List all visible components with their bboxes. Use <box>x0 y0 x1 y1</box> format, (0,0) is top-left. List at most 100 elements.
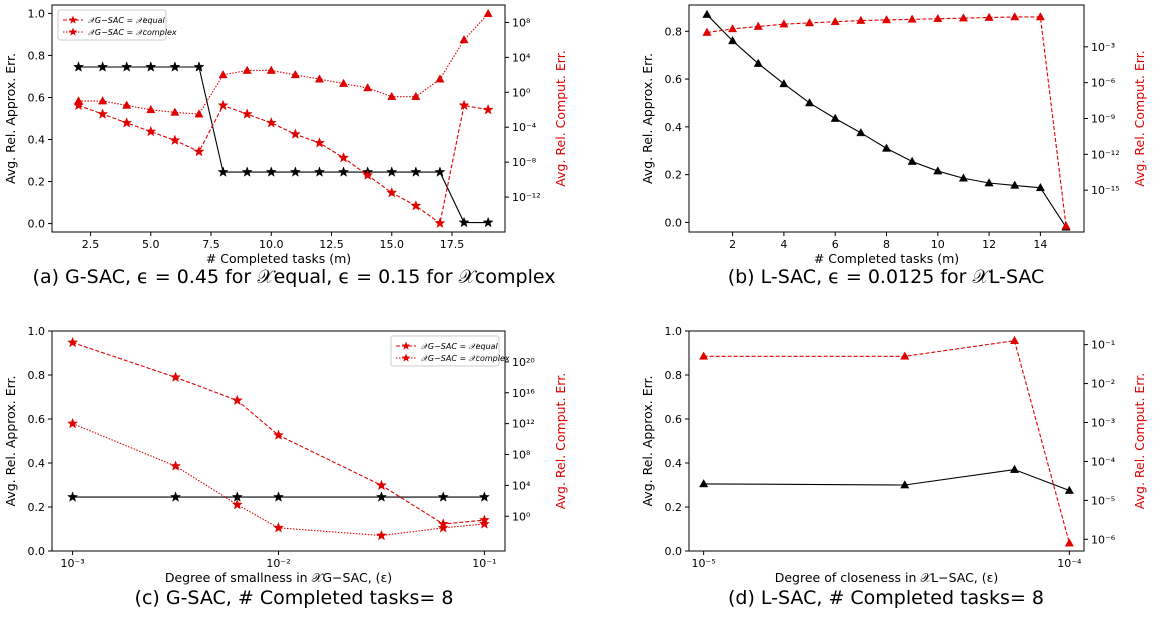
data-point-marker <box>459 35 469 44</box>
data-point-marker <box>289 166 301 177</box>
data-point-marker <box>231 394 243 406</box>
data-point-marker <box>933 166 943 175</box>
data-point-marker <box>478 491 490 502</box>
series-line-2 <box>72 423 485 537</box>
data-point-marker <box>362 169 374 180</box>
y-right-tick-label: 10⁴ <box>512 51 531 64</box>
y-right-tick-label: 10⁰ <box>512 510 531 523</box>
y-right-tick-label: 10¹² <box>512 418 535 431</box>
data-point-marker <box>434 166 446 177</box>
legend-box <box>390 335 500 367</box>
y-left-tick-label: 0.0 <box>28 218 46 231</box>
legend-box <box>57 9 167 41</box>
data-point-marker <box>753 21 763 30</box>
y-right-tick-label: 10⁻⁵ <box>1091 494 1115 507</box>
chart-panel-a: 2.5 5.0 7.5 10.0 12.5 15.0 17.5 # Completed tas… <box>3 4 568 288</box>
chart-panel-c: 10⁻³ 10⁻² 10⁻¹ Degree of smallness in 𝒳G−SA… <box>3 325 568 609</box>
y-right-tick-label: 10⁻⁴ <box>512 121 537 134</box>
data-point-marker <box>411 91 421 100</box>
data-point-marker <box>338 152 350 163</box>
data-point-marker <box>67 417 79 429</box>
y-left-tick-label: 1.0 <box>665 325 683 338</box>
y-left-axis-label: Avg. Rel. Approx. Err. <box>640 375 655 506</box>
y-right-axis-label: Avg. Rel. Comput. Err. <box>553 373 568 509</box>
data-point-marker <box>958 173 968 182</box>
data-point-marker <box>313 137 325 148</box>
x-tick-label: 12.5 <box>319 238 344 251</box>
y-left-tick-label: 1.0 <box>28 7 46 20</box>
y-right-tick-label: 10⁻³ <box>1091 41 1115 54</box>
data-point-marker <box>435 74 445 83</box>
y-right-tick-label: 10²⁰ <box>512 356 535 369</box>
x-tick-label: 10⁻³ <box>60 557 84 570</box>
data-point-marker <box>314 74 325 83</box>
data-point-marker <box>1035 182 1045 192</box>
y-left-axis-label: Avg. Rel. Approx. Err. <box>3 375 18 506</box>
data-point-marker <box>122 100 132 109</box>
data-point-marker <box>97 61 109 72</box>
data-point-marker <box>170 107 180 116</box>
data-point-marker <box>265 117 277 128</box>
data-point-marker <box>779 79 789 88</box>
data-point-marker <box>290 70 300 79</box>
legend-marker <box>68 15 78 24</box>
data-point-marker <box>273 429 284 440</box>
data-point-marker <box>218 70 228 79</box>
y-right-tick-label: 10⁻¹² <box>1091 148 1120 161</box>
data-point-marker <box>900 351 910 360</box>
legend-marker <box>68 27 78 36</box>
data-point-marker <box>386 166 398 177</box>
y-left-tick-label: 0.8 <box>665 369 683 382</box>
data-point-marker <box>856 15 866 24</box>
data-point-marker <box>386 186 398 198</box>
y-left-tick-label: 0.6 <box>665 73 683 86</box>
x-axis-label: # Completed tasks (m) <box>814 251 959 266</box>
data-point-marker <box>363 83 373 92</box>
y-left-tick-label: 0.6 <box>665 413 683 426</box>
y-right-tick-label: 10⁻¹ <box>1091 339 1115 352</box>
legend-marker <box>401 353 411 362</box>
plot-frame <box>688 4 1085 233</box>
series-line-1 <box>78 104 489 225</box>
y-right-axis-label: Avg. Rel. Comput. Err. <box>1132 50 1147 186</box>
y-right-tick-label: 10⁻⁴ <box>1091 455 1116 468</box>
panel-caption: (a) G-SAC, ϵ = 0.45 for 𝒳equal, ϵ = 0.15… <box>33 266 556 288</box>
legend-label: 𝒳G−SAC = 𝒳equal <box>421 342 499 351</box>
y-left-tick-label: 0.8 <box>28 49 46 62</box>
series-line-2 <box>78 13 489 115</box>
data-point-marker <box>699 351 709 360</box>
panel-caption: (b) L-SAC, ϵ = 0.0125 for 𝒳L-SAC <box>728 266 1045 288</box>
data-point-marker <box>169 134 181 145</box>
data-point-marker <box>830 16 840 26</box>
y-left-tick-label: 0.4 <box>28 457 46 470</box>
y-right-tick-label: 10⁸ <box>512 449 531 462</box>
data-point-marker <box>1064 485 1074 494</box>
data-point-marker <box>728 36 738 45</box>
data-point-marker <box>145 61 157 72</box>
y-right-tick-label: 10⁻⁶ <box>1091 533 1116 546</box>
y-left-tick-label: 0.0 <box>28 545 46 558</box>
y-right-tick-label: 10⁻⁶ <box>1091 77 1116 90</box>
data-point-marker <box>1035 12 1045 21</box>
data-point-marker <box>907 14 917 23</box>
y-left-axis-label: Avg. Rel. Approx. Err. <box>640 53 655 184</box>
data-point-marker <box>121 117 133 128</box>
y-right-tick-label: 10⁸ <box>512 16 531 29</box>
data-point-marker <box>702 27 712 36</box>
data-point-marker <box>958 13 968 22</box>
x-tick-label: 4 <box>780 238 787 251</box>
data-point-marker <box>73 96 84 105</box>
y-right-axis-label: Avg. Rel. Comput. Err. <box>1132 373 1147 509</box>
data-point-marker <box>1009 335 1020 345</box>
x-tick-label: 10 <box>931 238 945 251</box>
data-point-marker <box>169 61 181 72</box>
data-point-marker <box>881 15 892 24</box>
x-tick-label: 10.0 <box>259 238 284 251</box>
data-point-marker <box>434 217 446 228</box>
x-tick-label: 14 <box>1033 238 1047 251</box>
y-left-tick-label: 0.2 <box>28 501 46 514</box>
y-left-tick-label: 0.4 <box>665 121 683 134</box>
y-right-tick-label: 10⁻³ <box>1091 417 1115 430</box>
data-point-marker <box>313 166 325 177</box>
